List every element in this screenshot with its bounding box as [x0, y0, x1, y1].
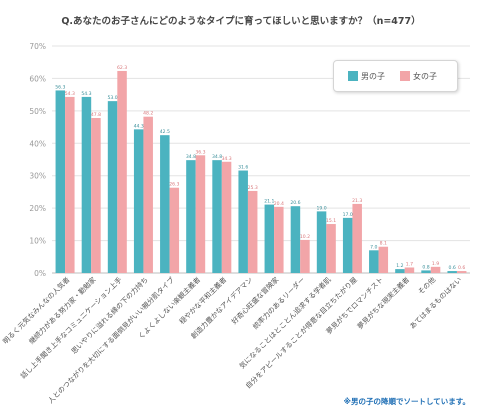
bar-boy	[264, 204, 275, 273]
bar-boy	[107, 101, 118, 273]
data-label-boy: 21.1	[264, 199, 274, 205]
bar-boy	[81, 96, 92, 273]
data-label-boy: 1.2	[396, 263, 403, 269]
bar-boy	[342, 217, 353, 273]
bar-boy	[290, 206, 301, 273]
bar-girl	[91, 117, 101, 274]
data-label-boy: 42.5	[160, 129, 170, 135]
bar-girl	[404, 267, 415, 273]
bar-girl	[221, 161, 232, 273]
y-tick-label: 70%	[29, 42, 46, 51]
bar-girl	[117, 70, 127, 273]
category-label: あてはまるものはない	[408, 276, 463, 331]
category-label: 穏やかな平和主義者	[177, 275, 228, 326]
y-tick-label: 60%	[29, 74, 46, 83]
bar-boy	[316, 211, 327, 273]
legend-label-girl: 女の子	[413, 72, 437, 81]
chart-title: Q.あなたのお子さんにどのようなタイプに育ってほしいと思いますか？（n=477）	[61, 16, 421, 27]
bar-girl	[247, 190, 258, 273]
bar-girl	[195, 155, 206, 273]
bar-boy	[395, 269, 405, 273]
data-label-boy: 56.3	[55, 84, 65, 90]
legend-swatch-girl	[400, 71, 410, 81]
bar-boy	[186, 160, 196, 273]
bar-boy	[238, 170, 248, 273]
data-label-boy: 53.0	[107, 95, 117, 101]
bar-girl	[300, 239, 310, 273]
category-label: 統率力のあるリーダー	[251, 275, 307, 331]
bar-boy	[369, 250, 379, 273]
bar-boy	[421, 270, 431, 273]
bar-boy	[447, 271, 457, 273]
bar-girl	[378, 246, 389, 273]
bar-girl	[65, 96, 75, 273]
sort-note: ※男の子の降順でソートしています。	[343, 397, 470, 406]
data-label-girl: 25.3	[248, 185, 258, 191]
data-label-boy: 7.0	[370, 244, 377, 250]
category-label: 話し上手聞き上手なコミュニケーション上手	[18, 275, 123, 380]
legend: 男の子 女の子	[333, 60, 458, 92]
bar-girl	[274, 206, 284, 273]
bar-girl	[456, 271, 467, 273]
bar-boy	[133, 129, 144, 273]
bar-girl	[169, 187, 180, 273]
data-label-girl: 47.8	[91, 112, 101, 118]
legend-label-boy: 男の子	[361, 72, 385, 81]
data-label-girl: 8.1	[380, 241, 387, 247]
data-label-boy: 0.6	[449, 265, 456, 271]
data-label-girl: 21.3	[352, 198, 362, 204]
bar-girl	[430, 266, 441, 273]
data-label-boy: 34.8	[212, 154, 222, 160]
data-label-boy: 31.6	[238, 165, 248, 171]
legend-item-girl: 女の子	[400, 71, 437, 82]
data-label-girl: 0.6	[458, 265, 465, 271]
data-label-girl: 10.2	[300, 234, 310, 240]
category-label: 人とのつながりを大切にする面倒見がいい親分肌タイプ	[46, 275, 176, 405]
data-label-boy: 0.8	[422, 264, 429, 270]
data-label-boy: 44.3	[134, 123, 144, 129]
data-label-girl: 20.4	[274, 201, 284, 207]
data-label-girl: 15.1	[326, 218, 336, 224]
legend-item-boy: 男の子	[348, 71, 385, 82]
y-tick-label: 50%	[29, 107, 46, 116]
data-label-girl: 62.3	[117, 65, 127, 71]
bar-girl	[352, 203, 362, 273]
data-label-girl: 36.3	[195, 149, 205, 155]
category-label: 気になることはとことん追求する学者肌	[237, 275, 332, 370]
bar-boy	[212, 160, 222, 273]
legend-swatch-boy	[348, 71, 358, 81]
category-label: 夢見がちな現実主義者	[355, 275, 411, 331]
data-label-boy: 17.0	[343, 212, 353, 218]
y-tick-label: 40%	[29, 139, 46, 148]
y-tick-label: 10%	[29, 237, 46, 246]
data-label-boy: 19.0	[316, 205, 326, 211]
data-label-girl: 48.2	[143, 111, 153, 117]
bar-boy	[55, 90, 66, 273]
bar-boy	[160, 135, 170, 273]
category-label: 好奇心旺盛な冒険家	[230, 275, 281, 326]
data-label-boy: 20.6	[290, 200, 300, 206]
data-label-girl: 1.7	[406, 261, 413, 267]
bar-girl	[326, 224, 336, 273]
data-label-girl: 54.3	[65, 91, 75, 97]
data-label-girl: 26.3	[169, 182, 179, 188]
data-label-boy: 54.3	[81, 91, 91, 97]
data-label-boy: 34.8	[186, 154, 196, 160]
data-label-girl: 1.9	[432, 261, 439, 267]
y-tick-label: 30%	[29, 172, 46, 181]
data-label-girl: 34.3	[221, 156, 231, 162]
y-tick-label: 20%	[29, 204, 46, 213]
bar-girl	[143, 116, 153, 274]
y-tick-label: 0%	[34, 269, 46, 278]
category-label: その他	[416, 275, 437, 296]
